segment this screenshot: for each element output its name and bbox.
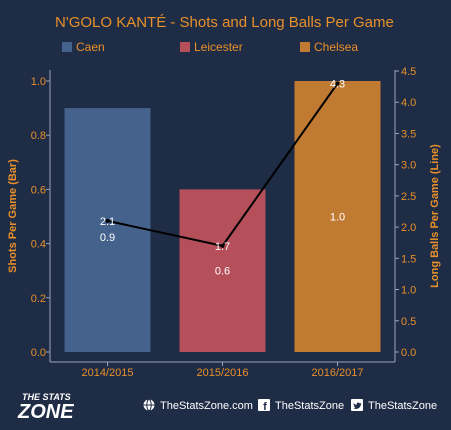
y-tick-left-label: 0.0 [31, 347, 46, 359]
chart-title: N'GOLO KANTÉ - Shots and Long Balls Per … [55, 14, 394, 31]
bar-data-label: 0.9 [100, 232, 115, 244]
x-tick-label: 2015/2016 [197, 367, 249, 379]
website-text: TheStatsZone.com [160, 400, 253, 412]
y-tick-right-label: 1.0 [401, 285, 416, 297]
x-tick-label: 2014/2015 [82, 367, 134, 379]
legend-label: Caen [76, 40, 105, 54]
legend-item-2: Leicester [180, 40, 243, 54]
legend-swatch [62, 42, 72, 52]
line-point [105, 218, 110, 223]
y-tick-right-label: 0.5 [401, 316, 416, 328]
bar-2014-2015 [64, 108, 151, 352]
legend-label: Leicester [194, 40, 243, 54]
data-labels: 2.1 0.9 1.7 0.6 4.3 1.0 [100, 78, 345, 277]
y-tick-right-label: 4.0 [401, 97, 416, 109]
legend-swatch [300, 42, 310, 52]
y-axis-right-title: Long Balls Per Game (Line) [429, 144, 441, 288]
brand-logo: THE STATS ZONE [17, 392, 74, 423]
y-tick-left-label: 0.8 [31, 130, 46, 142]
y-tick-right-label: 3.0 [401, 160, 416, 172]
y-tick-right-label: 2.0 [401, 222, 416, 234]
legend-item-1: Caen [62, 40, 105, 54]
facebook-text: TheStatsZone [275, 400, 344, 412]
y-tick-left-label: 1.0 [31, 76, 46, 88]
y-tick-right-label: 4.5 [401, 66, 416, 78]
x-ticks: 2014/2015 2015/2016 2016/2017 [82, 362, 364, 379]
legend-item-3: Chelsea [300, 40, 358, 54]
y-ticks-right: 0.0 0.5 1.0 1.5 2.0 2.5 3.0 3.5 4.0 4.5 [395, 66, 416, 359]
y-tick-left-label: 0.6 [31, 184, 46, 196]
y-axis-left-title: Shots Per Game (Bar) [7, 159, 19, 273]
legend-label: Chelsea [314, 40, 358, 54]
logo-bottom-text: ZONE [17, 401, 74, 423]
bar-data-label: 0.6 [215, 266, 230, 278]
bar-data-label: 1.0 [330, 212, 345, 224]
line-data-label: 1.7 [215, 241, 230, 253]
bar-2016-2017 [294, 81, 381, 352]
x-tick-label: 2016/2017 [312, 367, 364, 379]
line-data-label: 4.3 [330, 78, 345, 90]
line-series [105, 81, 340, 248]
legend: Caen Leicester Chelsea [62, 40, 358, 54]
facebook-icon: f [258, 399, 270, 413]
y-tick-right-label: 3.5 [401, 128, 416, 140]
y-tick-right-label: 1.5 [401, 253, 416, 265]
footer: THE STATS ZONE TheStatsZone.com f TheSta… [17, 392, 437, 423]
logo-top-text: THE STATS [22, 392, 71, 402]
y-tick-right-label: 0.0 [401, 347, 416, 359]
twitter-icon [351, 399, 363, 411]
globe-icon [143, 399, 155, 411]
y-tick-right-label: 2.5 [401, 191, 416, 203]
line-point [335, 81, 340, 86]
bars [64, 81, 381, 352]
bar-2015-2016 [179, 189, 266, 352]
line-point [220, 243, 225, 248]
y-tick-left-label: 0.2 [31, 293, 46, 305]
twitter-text: TheStatsZone [368, 400, 437, 412]
legend-swatch [180, 42, 190, 52]
y-tick-left-label: 0.4 [31, 239, 46, 251]
y-ticks-left: 0.0 0.2 0.4 0.6 0.8 1.0 [31, 76, 50, 359]
svg-text:f: f [263, 401, 267, 413]
line-data-label: 2.1 [100, 216, 115, 228]
